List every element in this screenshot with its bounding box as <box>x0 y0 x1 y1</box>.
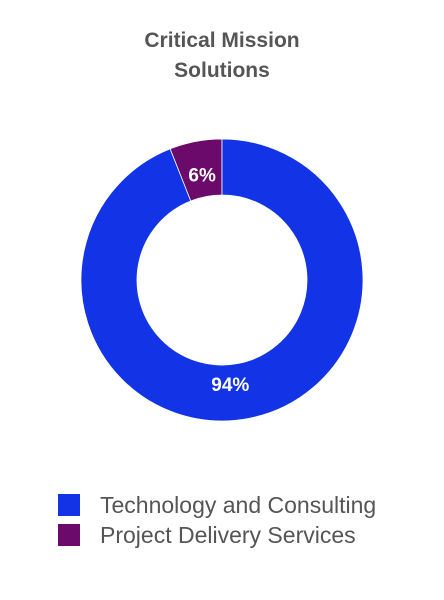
chart-title-line-2: Solutions <box>174 59 270 82</box>
legend-label-technology-consulting: Technology and Consulting <box>100 491 377 518</box>
legend-swatch-technology-consulting <box>58 494 80 516</box>
legend-item-project-delivery: Project Delivery Services <box>58 520 376 550</box>
legend-label-project-delivery: Project Delivery Services <box>100 521 356 548</box>
legend: Technology and Consulting Project Delive… <box>58 490 376 550</box>
slice-technology-consulting <box>80 138 364 422</box>
legend-swatch-project-delivery <box>58 524 80 546</box>
chart-title: Critical Mission Solutions <box>0 26 444 86</box>
data-label-project-delivery: 6% <box>188 165 216 186</box>
data-label-technology-consulting: 94% <box>211 375 249 396</box>
legend-item-technology-consulting: Technology and Consulting <box>58 490 376 520</box>
chart-title-line-1: Critical Mission <box>144 29 300 52</box>
